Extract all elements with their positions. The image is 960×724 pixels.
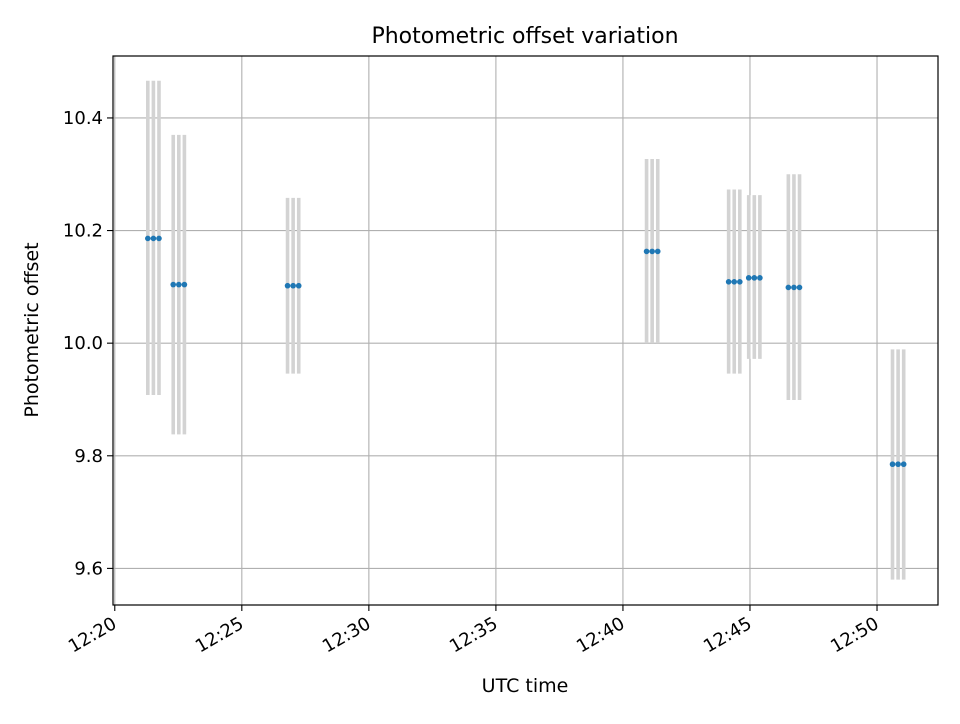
data-point xyxy=(176,281,182,288)
y-tick-label: 10.0 xyxy=(63,333,103,354)
data-point xyxy=(170,281,177,288)
data-point xyxy=(156,235,162,242)
y-tick-label: 10.2 xyxy=(63,221,103,242)
data-point xyxy=(737,278,743,285)
y-axis-label: Photometric offset xyxy=(21,242,43,417)
data-point xyxy=(745,275,752,281)
y-tick-label: 9.8 xyxy=(74,446,103,467)
data-point xyxy=(895,461,901,468)
data-point xyxy=(290,282,296,289)
data-point xyxy=(900,461,907,468)
data-point xyxy=(791,284,797,291)
data-point xyxy=(181,281,188,288)
data-point xyxy=(145,235,151,242)
data-point xyxy=(889,461,896,468)
data-point xyxy=(785,284,792,291)
data-point xyxy=(751,275,758,281)
y-tick-label: 9.6 xyxy=(74,558,103,579)
data-point xyxy=(654,248,661,255)
data-point xyxy=(725,278,732,285)
data-point xyxy=(284,282,291,289)
chart-title: Photometric offset variation xyxy=(371,24,678,49)
data-point xyxy=(649,248,655,255)
data-point xyxy=(643,248,650,255)
plot-frame xyxy=(112,55,939,606)
data-points xyxy=(145,235,907,468)
data-point xyxy=(757,275,763,281)
data-point xyxy=(731,278,738,285)
data-point xyxy=(150,235,157,242)
x-axis-label: UTC time xyxy=(482,675,569,697)
y-tick-label: 10.4 xyxy=(63,108,103,129)
data-point xyxy=(796,284,803,291)
data-point xyxy=(295,282,302,289)
